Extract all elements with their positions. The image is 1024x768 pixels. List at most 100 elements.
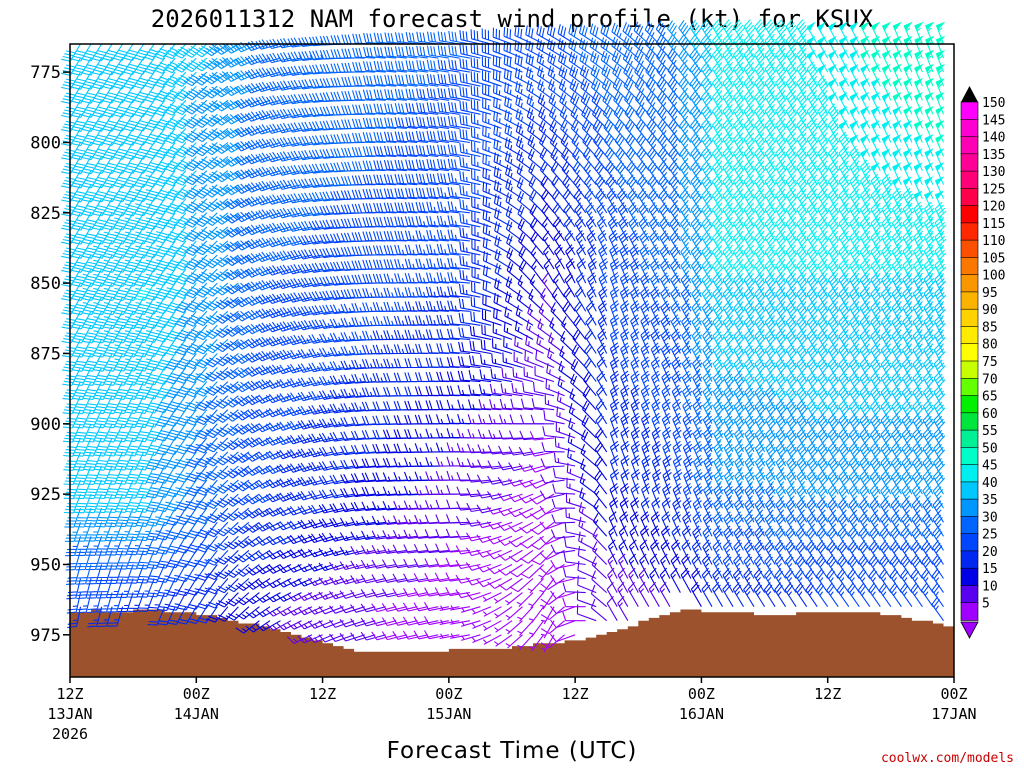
wind-barb [62,381,81,401]
wind-barb [351,132,376,144]
wind-barb [194,254,218,270]
wind-barb [543,258,555,284]
wind-barb-lines [102,198,124,217]
wind-barb [340,161,365,172]
wind-barb-lines [102,85,124,104]
wind-barb [123,212,145,231]
wind-barb [265,321,292,333]
wind-barb-lines [491,338,513,355]
wind-barb [93,339,113,358]
wind-barb [329,605,355,614]
wind-barb [204,437,229,453]
wind-barb-lines [234,451,260,464]
wind-barb [265,493,292,503]
wind-barb-lines [145,367,166,386]
wind-barb [286,563,313,573]
wind-barb [156,564,176,583]
wind-barb-lines [265,293,292,305]
wind-barb [195,423,218,440]
wind-barb-lines [71,282,92,302]
wind-barb [164,268,187,286]
wind-barb [195,409,218,426]
wind-barb-lines [102,57,124,76]
wind-barb [145,381,166,400]
wind-barb-lines [113,254,134,273]
wind-barb [494,634,513,647]
wind-barb-lines [76,578,92,600]
wind-barb-lines [234,169,260,180]
wind-barb [392,515,418,525]
wind-barb [563,286,576,312]
wind-barb [173,170,197,186]
wind-barb [184,240,208,256]
wind-barb [470,85,492,101]
wind-barb-lines [265,265,292,276]
wind-barb [266,620,292,631]
wind-barb [173,71,197,87]
wind-barb-lines [234,310,260,322]
wind-barb-lines [234,211,260,223]
wind-barb [563,552,586,566]
wind-barb [571,344,587,368]
wind-barb-lines [93,325,113,344]
wind-barb-lines [470,311,492,326]
wind-barb [255,521,281,532]
wind-barb-lines [617,567,629,593]
wind-barb-lines [606,581,618,607]
wind-barb-lines [276,349,302,361]
wind-barb-lines [115,437,134,457]
wind-barb [184,212,208,228]
wind-barb-lines [96,550,113,570]
wind-barb-lines [81,100,103,118]
wind-barb-lines [563,286,576,312]
wind-barb-lines [445,557,470,568]
wind-barb [541,272,555,298]
wind-barb-lines [470,71,492,87]
wind-barb-lines [213,156,239,169]
wind-barb-lines [60,85,81,104]
wind-barb-lines [351,303,376,313]
wind-barb [234,465,260,478]
wind-barb-lines [689,47,702,73]
wind-barb [255,152,281,163]
wind-barb-lines [206,606,229,623]
wind-barb [352,76,376,87]
wind-barb-lines [95,507,113,528]
wind-barb-lines [330,162,355,173]
wind-barb [255,394,281,404]
wind-barb [690,216,703,242]
wind-barb-lines [61,282,81,302]
wind-barb-lines [531,258,545,284]
wind-barb [255,237,281,249]
wind-barb-lines [117,578,134,598]
wind-barb-lines [562,582,586,594]
wind-barb-lines [62,353,81,372]
wind-barb [245,507,271,519]
wind-barb-lines [494,620,513,633]
wind-barb-lines [113,170,134,189]
wind-barb-lines [266,620,292,631]
wind-barb [265,408,292,418]
wind-barb-lines [351,175,376,186]
wind-barb-lines [124,282,145,302]
wind-barb [174,353,197,370]
wind-barb [234,296,260,308]
wind-barb [594,469,608,495]
wind-barb [528,464,555,473]
wind-barb [318,591,344,600]
wind-barb-lines [286,520,313,530]
wind-barb [127,578,145,598]
wind-barb-lines [107,578,124,599]
wind-barb [195,507,218,525]
wind-barb-lines [679,132,692,157]
wind-barb-lines [550,529,576,539]
wind-barb-lines [105,493,124,514]
wind-barb-lines [205,493,229,509]
wind-barb-lines [81,57,103,76]
wind-barb [163,43,187,60]
wind-barb-lines [511,382,534,397]
wind-barb-lines [590,598,608,622]
wind-barb-lines [562,301,576,326]
wind-barb [579,487,597,509]
wind-barb-lines [71,85,92,104]
